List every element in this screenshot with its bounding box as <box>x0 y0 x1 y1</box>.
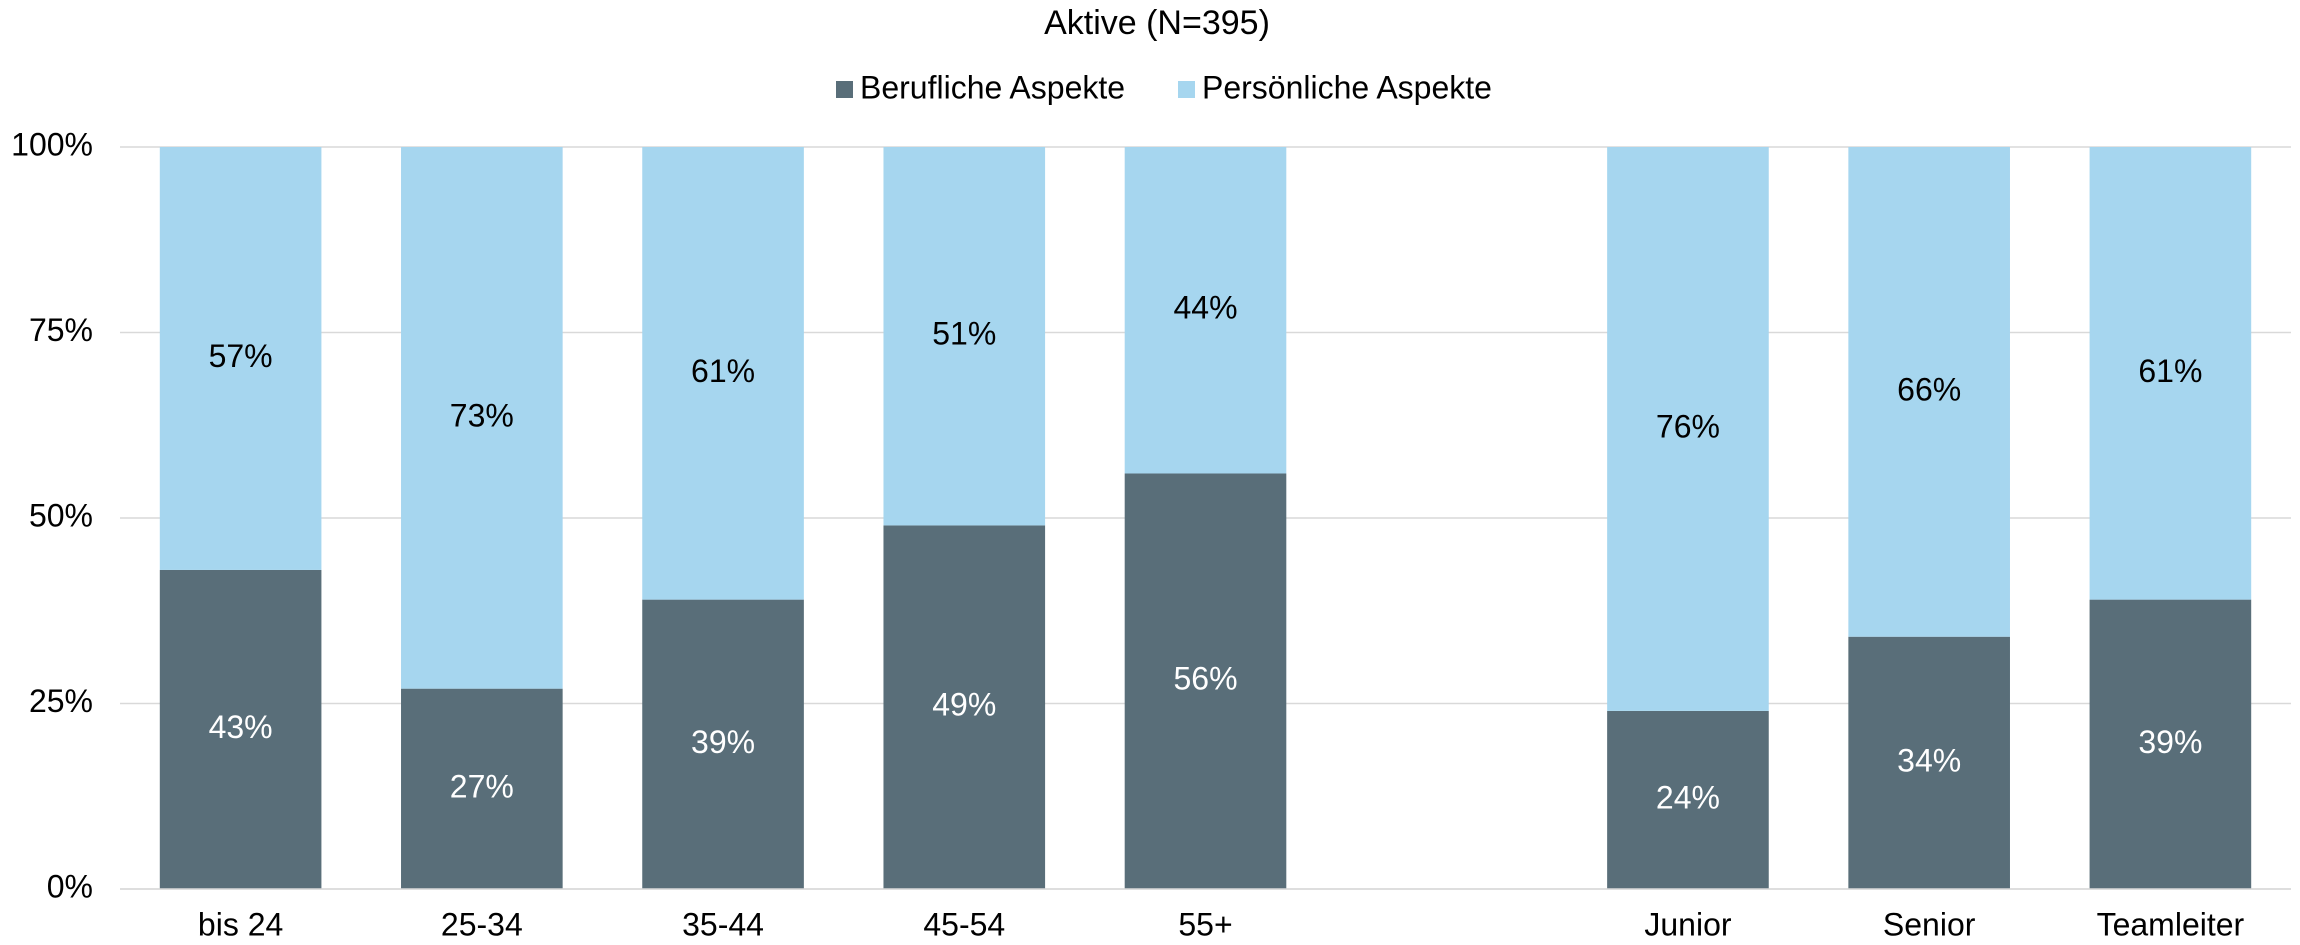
bar-segment <box>883 147 1046 526</box>
bar-segment <box>2089 147 2252 600</box>
x-tick-label: 25-34 <box>441 906 523 942</box>
data-label: 66% <box>1897 371 1961 407</box>
x-tick-label: 35-44 <box>682 906 764 942</box>
data-label: 39% <box>691 724 755 760</box>
data-label: 51% <box>932 316 996 352</box>
y-tick-label: 50% <box>29 497 93 533</box>
y-tick-label: 75% <box>29 312 93 348</box>
data-label: 27% <box>450 768 514 804</box>
bar-segment <box>159 569 322 889</box>
bar-segment <box>401 688 563 889</box>
data-label: 24% <box>1656 779 1720 815</box>
y-tick-label: 0% <box>47 868 93 904</box>
data-label: 73% <box>450 397 514 433</box>
x-tick-label: bis 24 <box>198 906 283 942</box>
bar-segment <box>1124 473 1287 889</box>
bar-segment <box>642 599 804 889</box>
bar-segment <box>401 147 563 689</box>
x-tick-label: Junior <box>1644 906 1732 942</box>
data-label: 56% <box>1173 661 1237 697</box>
bar-segment <box>883 525 1046 889</box>
data-label: 76% <box>1656 408 1720 444</box>
x-tick-label: Senior <box>1883 906 1976 942</box>
data-label: 61% <box>691 353 755 389</box>
chart-title: Aktive (N=395) <box>1044 4 1270 42</box>
data-label: 49% <box>932 687 996 723</box>
legend-label: Berufliche Aspekte <box>860 69 1125 105</box>
bar-segment <box>2089 599 2252 889</box>
bar-segment <box>1607 710 1769 889</box>
data-label: 34% <box>1897 742 1961 778</box>
y-tick-label: 100% <box>11 126 93 162</box>
data-label: 57% <box>209 338 273 374</box>
bar-segment <box>1848 147 2010 637</box>
legend-marker <box>836 81 853 98</box>
y-tick-label: 25% <box>29 683 93 719</box>
x-tick-label: 55+ <box>1178 906 1232 942</box>
x-tick-label: Teamleiter <box>2097 906 2245 942</box>
data-label: 39% <box>2138 724 2202 760</box>
x-tick-label: 45-54 <box>923 906 1005 942</box>
bar-segment <box>1848 636 2010 889</box>
data-label: 61% <box>2138 353 2202 389</box>
legend-label: Persönliche Aspekte <box>1202 69 1492 105</box>
legend-marker <box>1178 81 1195 98</box>
bar-segment <box>642 147 804 600</box>
data-label: 44% <box>1173 290 1237 326</box>
bar-segment <box>159 147 322 570</box>
data-label: 43% <box>209 709 273 745</box>
bar-segment <box>1607 147 1769 711</box>
bar-segment <box>1124 147 1287 474</box>
